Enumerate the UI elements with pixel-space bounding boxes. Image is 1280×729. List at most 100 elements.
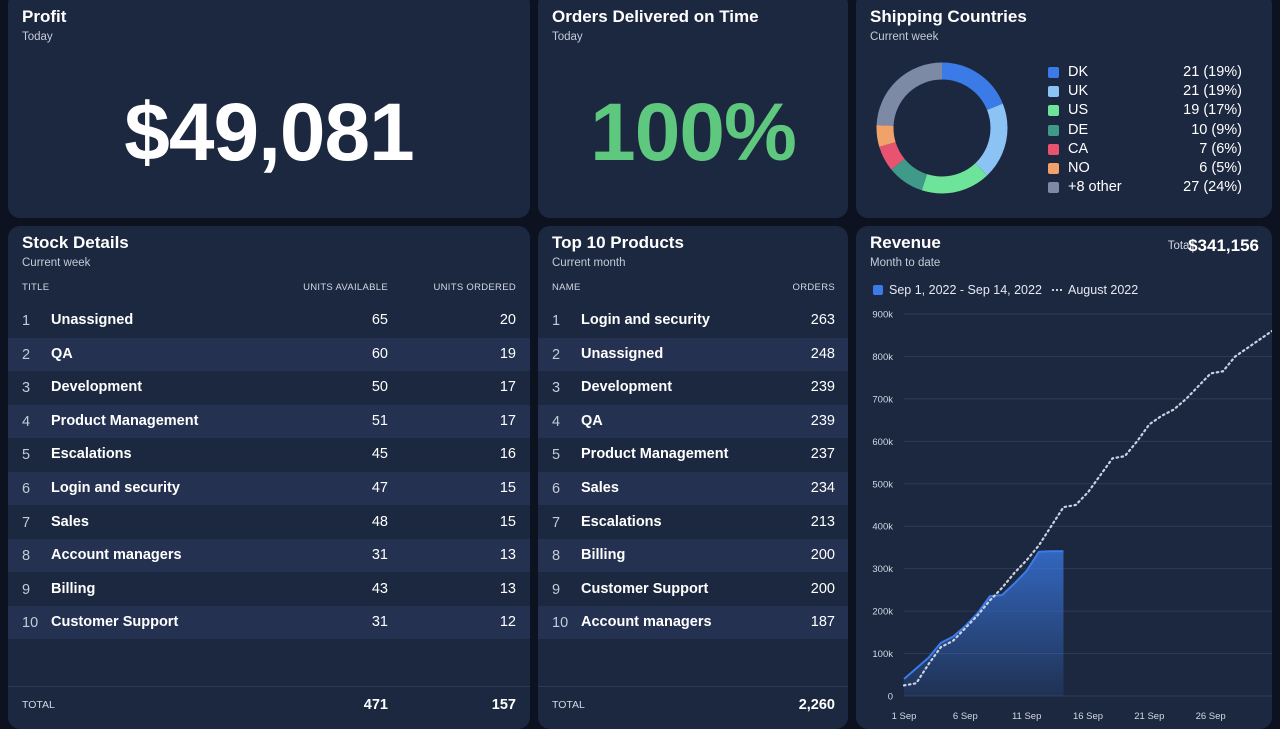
- row-units-ordered: 19: [499, 345, 516, 362]
- row-units-ordered: 13: [499, 547, 516, 564]
- row-units-ordered: 13: [499, 580, 516, 597]
- table-row[interactable]: 2 Unassigned 248: [538, 337, 848, 371]
- x-tick-label: 6 Sep: [953, 711, 978, 722]
- row-units-available: 45: [371, 446, 388, 463]
- table-row[interactable]: 6 Sales 234: [538, 472, 848, 505]
- row-orders: 200: [810, 547, 835, 564]
- row-units-available: 51: [371, 412, 388, 429]
- table-row[interactable]: 9 Billing 43 13: [8, 573, 530, 606]
- table-row[interactable]: 3 Development 239: [538, 371, 848, 404]
- table-row[interactable]: 1 Login and security 263: [538, 304, 848, 337]
- row-name: Escalations: [581, 513, 662, 530]
- donut-slice-no[interactable]: [876, 62, 1008, 194]
- legend-previous-label: August 2022: [1068, 283, 1139, 297]
- legend-item[interactable]: +8 other 27 (24%): [1048, 179, 1242, 198]
- row-units-ordered: 12: [499, 614, 516, 631]
- row-units-ordered: 17: [499, 412, 516, 429]
- stock-title: Stock Details: [22, 233, 129, 252]
- revenue-card: Revenue Month to date Total $341,156 Sep…: [856, 226, 1272, 729]
- products-total-orders: 2,260: [798, 697, 835, 713]
- y-tick-label: 200k: [872, 607, 893, 618]
- products-col-orders[interactable]: ORDERS: [792, 282, 835, 293]
- row-index: 9: [552, 581, 561, 598]
- legend-item[interactable]: DK 21 (19%): [1048, 64, 1242, 83]
- row-title: Billing: [51, 580, 96, 597]
- table-row[interactable]: 8 Billing 200: [538, 539, 848, 573]
- legend-name: +8 other: [1068, 179, 1122, 196]
- legend-swatch-icon: [1048, 105, 1059, 117]
- legend-value: 10 (9%): [1191, 121, 1242, 138]
- table-row[interactable]: 9 Customer Support 200: [538, 573, 848, 606]
- legend-item[interactable]: US 19 (17%): [1048, 102, 1242, 121]
- row-orders: 239: [810, 412, 835, 429]
- legend-item[interactable]: UK 21 (19%): [1048, 83, 1242, 102]
- profit-card: Profit Today $49,081: [8, 0, 530, 218]
- y-tick-label: 800k: [872, 352, 893, 363]
- legend-swatch-icon: [1048, 163, 1059, 174]
- x-tick-label: 16 Sep: [1073, 711, 1103, 722]
- table-row[interactable]: 8 Account managers 31 13: [8, 539, 530, 573]
- table-row[interactable]: 4 Product Management 51 17: [8, 404, 530, 438]
- y-tick-label: 0: [888, 692, 893, 703]
- row-orders: 213: [810, 513, 835, 530]
- legend-item[interactable]: NO 6 (5%): [1048, 160, 1242, 179]
- legend-value: 27 (24%): [1183, 179, 1242, 196]
- series-previous-line[interactable]: [902, 329, 1272, 687]
- row-index: 4: [22, 413, 31, 430]
- legend-swatch-icon: [1048, 143, 1059, 155]
- row-title: Customer Support: [51, 614, 179, 631]
- row-name: Product Management: [581, 446, 729, 463]
- row-index: 7: [552, 514, 561, 531]
- legend-item[interactable]: CA 7 (6%): [1048, 141, 1242, 160]
- legend-previous-period[interactable]: August 2022: [1052, 283, 1138, 297]
- legend-current-period[interactable]: Sep 1, 2022 - Sep 14, 2022: [873, 283, 1042, 297]
- products-col-name[interactable]: NAME: [552, 282, 581, 293]
- donut-slice-us[interactable]: [876, 62, 1008, 194]
- stock-col-title[interactable]: TITLE: [22, 282, 50, 293]
- y-tick-label: 900k: [872, 310, 893, 321]
- donut-slice-8other[interactable]: [876, 62, 1008, 194]
- row-index: 6: [22, 481, 31, 497]
- table-row[interactable]: 7 Sales 48 15: [8, 506, 530, 539]
- x-tick-label: 26 Sep: [1196, 711, 1226, 722]
- donut-slice-uk[interactable]: [876, 62, 1008, 194]
- legend-item[interactable]: DE 10 (9%): [1048, 122, 1242, 141]
- row-index: 8: [552, 548, 561, 565]
- table-row[interactable]: 6 Login and security 47 15: [8, 472, 530, 505]
- row-index: 3: [552, 380, 561, 397]
- y-tick-label: 700k: [872, 394, 893, 405]
- row-title: Sales: [51, 513, 89, 530]
- row-index: 3: [22, 380, 31, 397]
- stock-col-ordered[interactable]: UNITS ORDERED: [433, 282, 516, 293]
- table-row[interactable]: 3 Development 50 17: [8, 371, 530, 404]
- legend-swatch-icon: [1048, 182, 1059, 194]
- table-row[interactable]: 4 QA 239: [538, 404, 848, 438]
- products-total-label: TOTAL: [552, 699, 585, 711]
- revenue-chart: 0 100k 200k 300k 400k 500k 600k 700k 800k 900k 1 S…: [872, 310, 1272, 722]
- table-row[interactable]: 5 Escalations 45 16: [8, 438, 530, 471]
- legend-current-label: Sep 1, 2022 - Sep 14, 2022: [889, 283, 1042, 297]
- series-current-line[interactable]: [903, 550, 1064, 680]
- row-index: 2: [22, 346, 31, 363]
- row-index: 7: [22, 514, 31, 531]
- table-row[interactable]: 10 Customer Support 31 12: [8, 606, 530, 640]
- y-tick-label: 300k: [872, 564, 893, 575]
- row-units-available: 65: [371, 312, 388, 328]
- row-units-ordered: 15: [499, 513, 516, 530]
- row-units-available: 47: [371, 480, 388, 496]
- legend-name: DE: [1068, 121, 1089, 138]
- row-title: QA: [51, 345, 73, 362]
- table-row[interactable]: 7 Escalations 213: [538, 506, 848, 539]
- stock-col-available[interactable]: UNITS AVAILABLE: [303, 282, 388, 293]
- table-row[interactable]: 1 Unassigned 65 20: [8, 304, 530, 337]
- row-name: Unassigned: [581, 345, 664, 362]
- row-title: Unassigned: [51, 312, 134, 328]
- table-row[interactable]: 10 Account managers 187: [538, 606, 848, 640]
- table-row[interactable]: 5 Product Management 237: [538, 438, 848, 471]
- table-row[interactable]: 2 QA 60 19: [8, 337, 530, 371]
- y-tick-label: 100k: [872, 649, 893, 660]
- legend-dots-icon: [1052, 289, 1062, 291]
- row-units-ordered: 15: [499, 480, 516, 496]
- row-orders: 248: [810, 345, 835, 362]
- row-units-ordered: 17: [499, 379, 516, 396]
